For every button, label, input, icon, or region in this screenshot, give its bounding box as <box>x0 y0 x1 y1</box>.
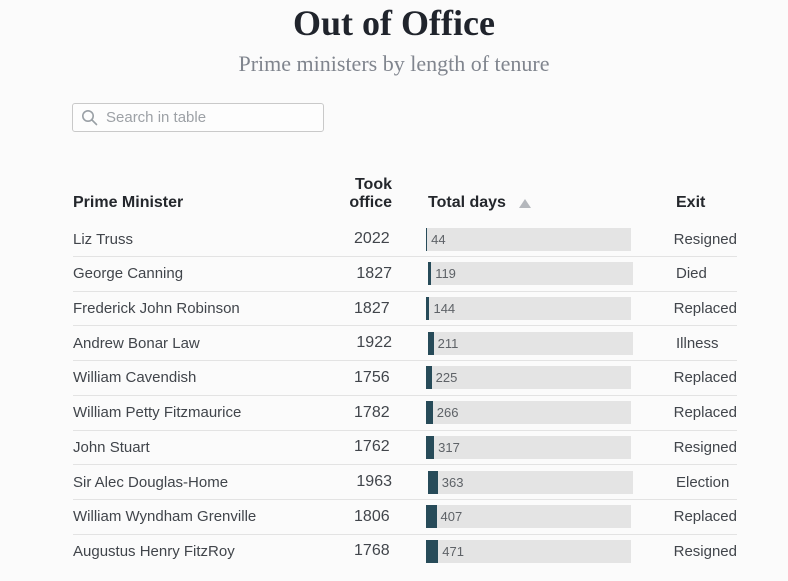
total-days-value: 144 <box>433 301 456 317</box>
total-days-cell: 266 <box>425 401 631 425</box>
total-days-bar-track: 144 <box>425 297 631 321</box>
page-subtitle: Prime ministers by length of tenure <box>238 51 550 77</box>
total-days-cell: 144 <box>425 297 631 321</box>
exit-cell: Election <box>676 473 730 491</box>
table-row: William Wyndham Grenville 1806 407 Repla… <box>73 498 737 534</box>
pm-cell: William Wyndham Grenville <box>73 508 257 526</box>
exit-cell: Illness <box>676 334 719 352</box>
pm-cell: Sir Alec Douglas-Home <box>73 473 229 491</box>
total-days-bar-track: 407 <box>425 505 631 529</box>
pm-cell: George Canning <box>73 265 184 283</box>
took-office-cell: 1782 <box>354 403 390 421</box>
column-header-total-days-label: Total days <box>428 194 506 212</box>
total-days-cell: 225 <box>425 366 631 390</box>
pm-cell: Liz Truss <box>73 230 134 248</box>
table-row: Andrew Bonar Law 1922 211 Illness <box>73 325 737 360</box>
column-header-total-days[interactable]: Total days <box>428 194 633 212</box>
table-row: John Stuart 1762 317 Resigned <box>73 429 737 465</box>
took-office-cell: 1922 <box>356 334 392 352</box>
exit-cell: Replaced <box>673 369 737 387</box>
took-office-cell: 1827 <box>356 264 392 282</box>
table-row: Liz Truss 2022 44 Resigned <box>73 222 737 256</box>
took-office-cell: 1756 <box>354 368 390 386</box>
total-days-bar-track: 211 <box>428 331 633 355</box>
chart-header: Out of Office Prime ministers by length … <box>0 0 788 77</box>
pm-table: Prime Minister Took office Total days Ex… <box>73 163 737 568</box>
total-days-value: 44 <box>431 231 446 247</box>
total-days-bar-track: 266 <box>425 401 631 425</box>
took-office-cell: 1762 <box>354 438 390 456</box>
total-days-bar-track: 225 <box>425 366 631 390</box>
total-days-cell: 471 <box>425 539 631 563</box>
total-days-value: 211 <box>437 335 459 351</box>
total-days-cell: 363 <box>428 470 633 494</box>
sort-ascending-icon[interactable] <box>518 198 531 208</box>
total-days-value: 471 <box>442 543 464 559</box>
exit-cell: Resigned <box>673 438 737 456</box>
table-row: Sir Alec Douglas-Home 1963 363 Election <box>73 464 737 499</box>
took-office-cell: 1806 <box>354 507 390 525</box>
pm-cell: Frederick John Robinson <box>73 300 240 318</box>
search-input[interactable] <box>72 103 324 133</box>
exit-cell: Replaced <box>673 300 737 318</box>
total-days-value: 407 <box>440 509 463 525</box>
total-days-bar-track: 471 <box>425 539 631 563</box>
total-days-cell: 407 <box>425 505 631 529</box>
total-days-bar <box>425 401 433 425</box>
table-row: Augustus Henry FitzRoy 1768 471 Resigned <box>73 533 737 569</box>
total-days-bar <box>425 366 432 390</box>
exit-cell: Replaced <box>673 404 737 422</box>
took-office-cell: 2022 <box>354 230 390 248</box>
total-days-cell: 211 <box>428 331 633 355</box>
total-days-bar-track: 119 <box>428 262 633 286</box>
total-days-value: 317 <box>438 439 460 455</box>
pm-cell: Augustus Henry FitzRoy <box>73 542 235 560</box>
total-days-bar <box>425 435 435 459</box>
table-row: William Cavendish 1756 225 Replaced <box>73 360 737 395</box>
exit-cell: Resigned <box>673 230 737 248</box>
column-header-took-office[interactable]: Took office <box>349 176 392 212</box>
total-days-bar <box>428 262 432 286</box>
search-box <box>72 103 324 133</box>
total-days-bar <box>428 470 438 494</box>
pm-cell: Andrew Bonar Law <box>73 334 200 352</box>
total-days-value: 119 <box>435 266 456 282</box>
column-header-prime-minister[interactable]: Prime Minister <box>73 194 184 212</box>
took-office-cell: 1827 <box>354 299 390 317</box>
table-body: Liz Truss 2022 44 Resigned George Cannin… <box>73 222 737 568</box>
exit-cell: Died <box>676 265 707 283</box>
total-days-bar-track: 363 <box>428 470 633 494</box>
table-header-row: Prime Minister Took office Total days Ex… <box>73 163 737 222</box>
table-row: Frederick John Robinson 1827 144 Replace… <box>73 290 737 326</box>
page-title: Out of Office <box>293 3 495 43</box>
pm-cell: John Stuart <box>73 438 150 456</box>
exit-cell: Replaced <box>673 508 737 526</box>
pm-cell: William Cavendish <box>73 369 197 387</box>
took-office-cell: 1963 <box>356 473 392 491</box>
total-days-bar <box>425 505 437 529</box>
total-days-value: 225 <box>435 370 458 386</box>
total-days-bar <box>425 539 439 563</box>
total-days-bar-track: 44 <box>425 227 631 251</box>
column-header-exit[interactable]: Exit <box>676 194 706 212</box>
total-days-bar <box>425 297 430 321</box>
total-days-cell: 317 <box>425 435 631 459</box>
total-days-bar-track: 317 <box>425 435 631 459</box>
exit-cell: Resigned <box>673 542 737 560</box>
took-office-cell: 1768 <box>354 542 390 560</box>
total-days-value: 363 <box>441 474 464 490</box>
table-row: George Canning 1827 119 Died <box>73 256 737 291</box>
total-days-cell: 44 <box>425 227 631 251</box>
total-days-cell: 119 <box>428 262 633 286</box>
pm-cell: William Petty Fitzmaurice <box>73 404 242 422</box>
total-days-bar <box>425 227 428 251</box>
table-row: William Petty Fitzmaurice 1782 266 Repla… <box>73 394 737 430</box>
total-days-bar <box>428 331 434 355</box>
total-days-value: 266 <box>436 405 459 421</box>
